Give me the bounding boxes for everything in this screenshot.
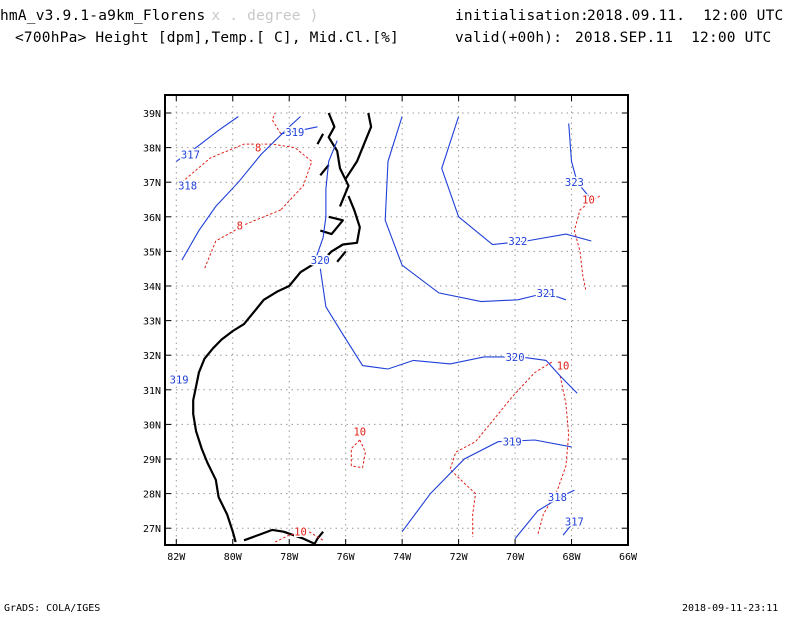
- height-contour-label: 319: [170, 374, 189, 386]
- coastline-segment: [311, 195, 361, 267]
- height-contour: [384, 116, 567, 303]
- lat-tick-label: 35N: [143, 247, 161, 258]
- axis-ticks: 39N 38N 37N 36N 35N 34N 33N 32N 31N 30N 29N 28N 27N 8…: [143, 95, 638, 563]
- height-contour-label: 320: [506, 352, 525, 364]
- coastline: [192, 112, 373, 545]
- temperature-contours: [181, 112, 601, 543]
- lat-tick-label: 29N: [143, 455, 161, 466]
- height-contour: [181, 116, 301, 261]
- coastline-segment: [344, 112, 373, 180]
- model-title-text: hmA_v3.9.1-a9km_Florens: [0, 8, 206, 24]
- lat-tick-label: 34N: [143, 282, 161, 293]
- height-contour: [441, 116, 592, 246]
- footer-timestamp: 2018-09-11-23:11: [682, 603, 779, 614]
- height-contours: [175, 116, 592, 539]
- init-value: 2018.09.11. 12:00 UTC: [587, 8, 784, 24]
- temperature-contour-label: 8: [255, 143, 261, 155]
- lon-tick-label: 72W: [450, 552, 469, 563]
- footer-credit: GrADS: COLA/IGES: [4, 603, 101, 614]
- lon-tick-label: 66W: [619, 552, 638, 563]
- lat-tick-label: 38N: [143, 144, 161, 155]
- height-contour-label: 323: [565, 177, 584, 189]
- coastline-segment: [319, 164, 330, 176]
- temperature-contour-label: 10: [557, 361, 570, 373]
- model-title: hmA_v3.9.1-a9km_Florens x . degree ): [0, 8, 319, 24]
- lat-tick-label: 39N: [143, 109, 161, 120]
- map-frame: [164, 94, 629, 546]
- valid-value: 2018.SEP.11 12:00 UTC: [575, 30, 772, 46]
- coastline-segment: [319, 215, 344, 236]
- temperature-contour: [537, 375, 570, 536]
- coastline-segment: [192, 264, 313, 543]
- lon-tick-label: 74W: [393, 552, 412, 563]
- temperature-contour: [350, 439, 366, 469]
- contour-labels: 8 8 10 10 10 10 317 318 319 320 320 321 322 323 319 319…: [168, 126, 596, 541]
- model-title-faint: x . degree ): [211, 8, 319, 24]
- height-contour: [175, 377, 180, 384]
- coastline-segment: [336, 250, 347, 263]
- lat-tick-label: 31N: [143, 386, 161, 397]
- lat-tick-label: 33N: [143, 317, 161, 328]
- height-contour-label: 320: [311, 255, 330, 267]
- init-label: initialisation:: [455, 8, 589, 24]
- height-contour-label: 317: [181, 150, 200, 162]
- height-contour-label: 319: [285, 127, 304, 139]
- temperature-contour: [181, 143, 313, 211]
- height-contour-label: 321: [537, 288, 556, 300]
- height-contour: [280, 126, 318, 135]
- lat-tick-label: 30N: [143, 420, 161, 431]
- height-contour: [514, 489, 575, 539]
- height-contour-label: 317: [565, 516, 584, 528]
- coastline-segment: [316, 133, 325, 145]
- temperature-contour-label: 8: [237, 220, 243, 232]
- lon-tick-label: 70W: [506, 552, 525, 563]
- lon-tick-label: 76W: [337, 552, 356, 563]
- height-contour-label: 322: [508, 236, 527, 248]
- valid-label: valid(+00h):: [455, 30, 563, 46]
- lat-tick-label: 32N: [143, 351, 161, 362]
- height-contour-label: 318: [548, 492, 567, 504]
- lat-tick-label: 27N: [143, 524, 161, 535]
- grid-lines: [165, 95, 629, 545]
- coastline-segment: [313, 531, 324, 545]
- lat-tick-label: 28N: [143, 490, 161, 501]
- height-contour: [319, 268, 578, 394]
- temperature-contour-label: 10: [582, 195, 595, 207]
- coastline-segment: [243, 528, 316, 545]
- lon-tick-label: 68W: [563, 552, 582, 563]
- height-contour: [568, 123, 589, 197]
- temperature-contour: [204, 209, 281, 269]
- temperature-contour: [449, 361, 553, 537]
- height-contour: [401, 439, 572, 533]
- coastline-segment: [327, 112, 350, 207]
- temperature-contour: [573, 195, 601, 290]
- height-contour: [314, 140, 338, 262]
- temperature-contour: [271, 112, 282, 135]
- lon-tick-label: 80W: [224, 552, 243, 563]
- lon-tick-label: 78W: [280, 552, 299, 563]
- height-contour: [562, 517, 578, 536]
- height-contour: [175, 116, 239, 162]
- temperature-contour-label: 10: [294, 527, 307, 539]
- lon-tick-label: 82W: [167, 552, 186, 563]
- variables-label: <700hPa> Height [dpm],Temp.[ C], Mid.Cl.…: [15, 30, 399, 46]
- lat-tick-label: 36N: [143, 213, 161, 224]
- height-contour-label: 319: [503, 437, 522, 449]
- lat-tick-label: 37N: [143, 178, 161, 189]
- temperature-contour-label: 10: [353, 426, 366, 438]
- height-contour-label: 318: [178, 181, 197, 193]
